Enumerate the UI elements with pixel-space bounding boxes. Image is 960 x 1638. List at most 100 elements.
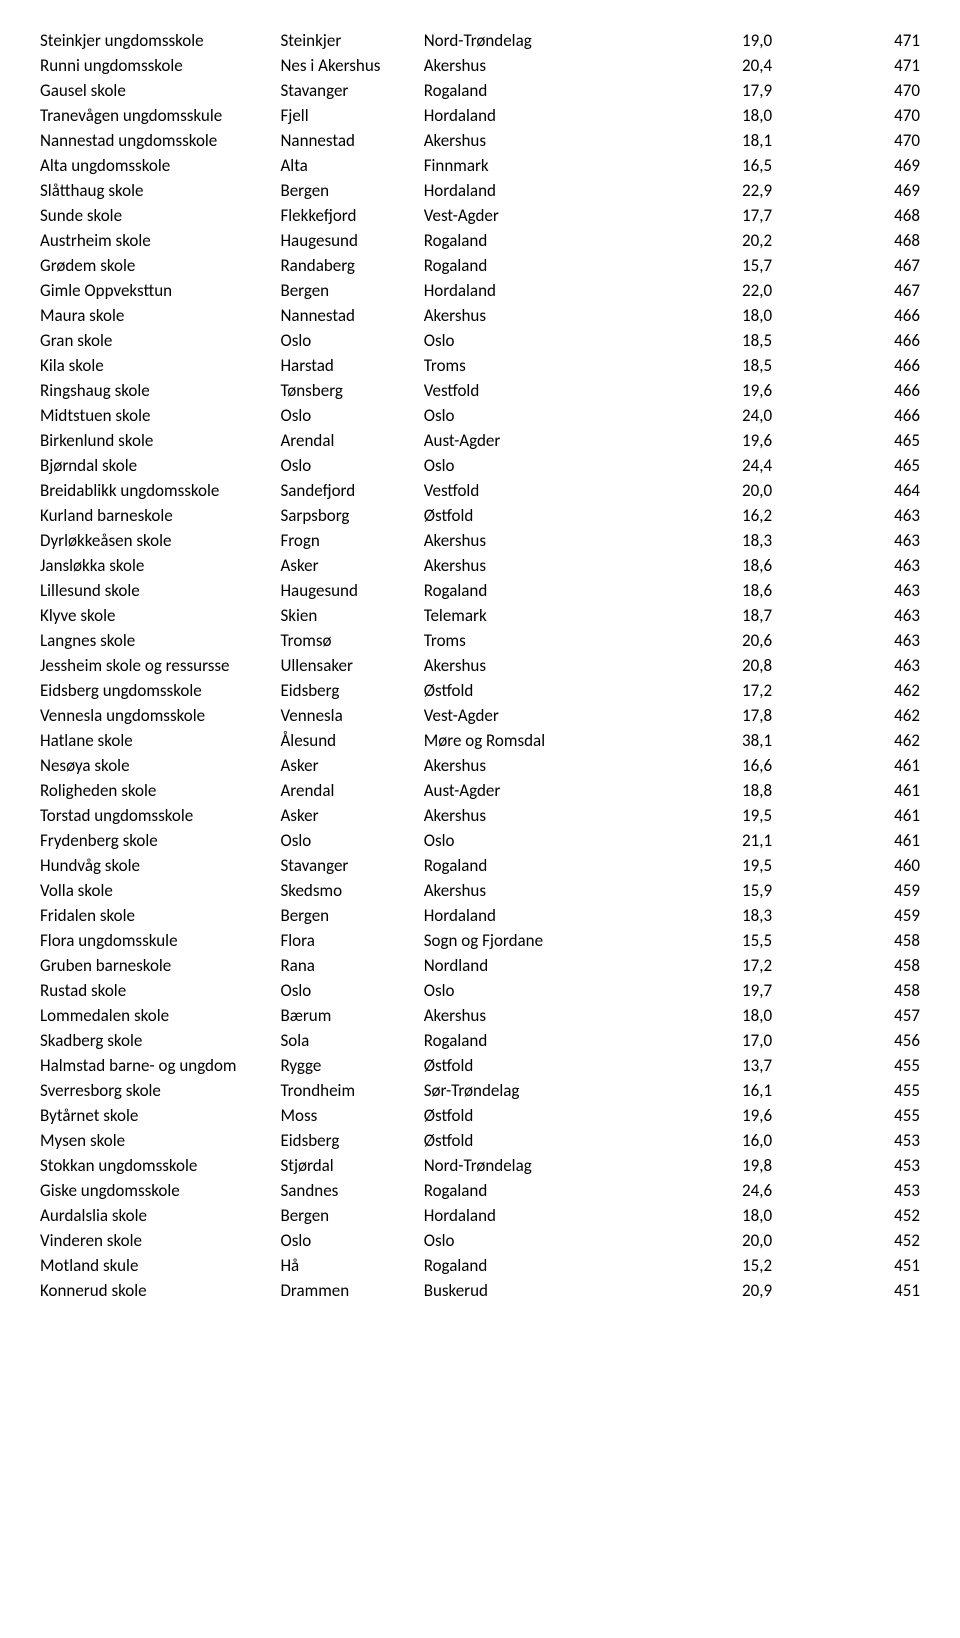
table-cell: Vennesla	[280, 703, 423, 728]
table-cell: Torstad ungdomsskole	[40, 803, 280, 828]
table-cell: Hordaland	[424, 278, 664, 303]
table-cell: 19,5	[664, 803, 792, 828]
table-cell: 17,2	[664, 953, 792, 978]
table-cell: Slåtthaug skole	[40, 178, 280, 203]
table-cell: Frogn	[280, 528, 423, 553]
table-row: Runni ungdomsskoleNes i AkershusAkershus…	[40, 53, 920, 78]
table-cell: 18,0	[664, 303, 792, 328]
table-row: Rustad skoleOsloOslo19,7458	[40, 978, 920, 1003]
table-row: Grødem skoleRandabergRogaland15,7467	[40, 253, 920, 278]
table-cell: 463	[792, 578, 920, 603]
table-row: Breidablikk ungdomsskoleSandefjordVestfo…	[40, 478, 920, 503]
table-cell: Nesøya skole	[40, 753, 280, 778]
table-cell: Rygge	[280, 1053, 423, 1078]
table-cell: Maura skole	[40, 303, 280, 328]
table-row: Maura skoleNannestadAkershus18,0466	[40, 303, 920, 328]
table-cell: Trondheim	[280, 1078, 423, 1103]
table-cell: 466	[792, 303, 920, 328]
table-row: Lommedalen skoleBærumAkershus18,0457	[40, 1003, 920, 1028]
table-cell: Asker	[280, 753, 423, 778]
table-cell: Sola	[280, 1028, 423, 1053]
table-row: Hundvåg skoleStavangerRogaland19,5460	[40, 853, 920, 878]
table-row: Stokkan ungdomsskoleStjørdalNord-Trøndel…	[40, 1153, 920, 1178]
table-cell: Oslo	[280, 328, 423, 353]
table-cell: 20,0	[664, 478, 792, 503]
table-cell: 19,6	[664, 378, 792, 403]
table-cell: Sarpsborg	[280, 503, 423, 528]
table-cell: 465	[792, 428, 920, 453]
table-cell: Hordaland	[424, 1203, 664, 1228]
table-row: Mysen skoleEidsbergØstfold16,0453	[40, 1128, 920, 1153]
table-cell: Akershus	[424, 528, 664, 553]
table-cell: 469	[792, 178, 920, 203]
table-cell: Vest-Agder	[424, 203, 664, 228]
table-cell: Rogaland	[424, 853, 664, 878]
table-cell: 453	[792, 1178, 920, 1203]
table-row: Fridalen skoleBergenHordaland18,3459	[40, 903, 920, 928]
table-cell: 466	[792, 353, 920, 378]
table-cell: 19,8	[664, 1153, 792, 1178]
table-cell: Rogaland	[424, 228, 664, 253]
table-cell: Austrheim skole	[40, 228, 280, 253]
table-cell: Mysen skole	[40, 1128, 280, 1153]
table-cell: 19,5	[664, 853, 792, 878]
table-cell: 24,6	[664, 1178, 792, 1203]
table-cell: Oslo	[424, 1228, 664, 1253]
table-row: Gran skoleOsloOslo18,5466	[40, 328, 920, 353]
table-cell: Skien	[280, 603, 423, 628]
table-row: Hatlane skoleÅlesundMøre og Romsdal38,14…	[40, 728, 920, 753]
table-cell: 18,0	[664, 1203, 792, 1228]
table-cell: 468	[792, 228, 920, 253]
table-row: Alta ungdomsskoleAltaFinnmark16,5469	[40, 153, 920, 178]
table-cell: Tønsberg	[280, 378, 423, 403]
table-row: Bytårnet skoleMossØstfold19,6455	[40, 1103, 920, 1128]
table-cell: 20,9	[664, 1278, 792, 1303]
table-cell: Arendal	[280, 428, 423, 453]
table-cell: 467	[792, 253, 920, 278]
table-cell: Vinderen skole	[40, 1228, 280, 1253]
table-cell: 15,5	[664, 928, 792, 953]
table-cell: 20,0	[664, 1228, 792, 1253]
table-cell: Ullensaker	[280, 653, 423, 678]
table-cell: Breidablikk ungdomsskole	[40, 478, 280, 503]
table-row: Gimle OppveksttunBergenHordaland22,0467	[40, 278, 920, 303]
table-row: Eidsberg ungdomsskoleEidsbergØstfold17,2…	[40, 678, 920, 703]
table-cell: 457	[792, 1003, 920, 1028]
table-cell: 18,6	[664, 553, 792, 578]
table-cell: Rogaland	[424, 1178, 664, 1203]
table-cell: 455	[792, 1053, 920, 1078]
table-cell: Grødem skole	[40, 253, 280, 278]
table-cell: 19,6	[664, 428, 792, 453]
table-cell: Oslo	[280, 403, 423, 428]
table-cell: Østfold	[424, 503, 664, 528]
table-cell: 16,0	[664, 1128, 792, 1153]
table-cell: Oslo	[424, 453, 664, 478]
table-cell: Finnmark	[424, 153, 664, 178]
table-cell: Hordaland	[424, 103, 664, 128]
table-row: Gausel skoleStavangerRogaland17,9470	[40, 78, 920, 103]
table-cell: Skedsmo	[280, 878, 423, 903]
table-cell: Moss	[280, 1103, 423, 1128]
table-cell: 456	[792, 1028, 920, 1053]
table-row: Motland skuleHåRogaland15,2451	[40, 1253, 920, 1278]
table-cell: 18,3	[664, 528, 792, 553]
table-cell: Ålesund	[280, 728, 423, 753]
table-cell: 13,7	[664, 1053, 792, 1078]
table-cell: Haugesund	[280, 228, 423, 253]
table-cell: Eidsberg	[280, 678, 423, 703]
table-cell: 462	[792, 678, 920, 703]
table-cell: 18,5	[664, 328, 792, 353]
table-row: Jansløkka skoleAskerAkershus18,6463	[40, 553, 920, 578]
table-cell: Østfold	[424, 1128, 664, 1153]
table-cell: Troms	[424, 353, 664, 378]
table-cell: Sverresborg skole	[40, 1078, 280, 1103]
table-cell: 452	[792, 1228, 920, 1253]
table-cell: Tranevågen ungdomsskule	[40, 103, 280, 128]
table-cell: Flekkefjord	[280, 203, 423, 228]
table-cell: Lillesund skole	[40, 578, 280, 603]
table-row: Tranevågen ungdomsskuleFjellHordaland18,…	[40, 103, 920, 128]
table-cell: 16,1	[664, 1078, 792, 1103]
table-cell: Vestfold	[424, 378, 664, 403]
table-cell: 18,0	[664, 103, 792, 128]
table-cell: Sogn og Fjordane	[424, 928, 664, 953]
